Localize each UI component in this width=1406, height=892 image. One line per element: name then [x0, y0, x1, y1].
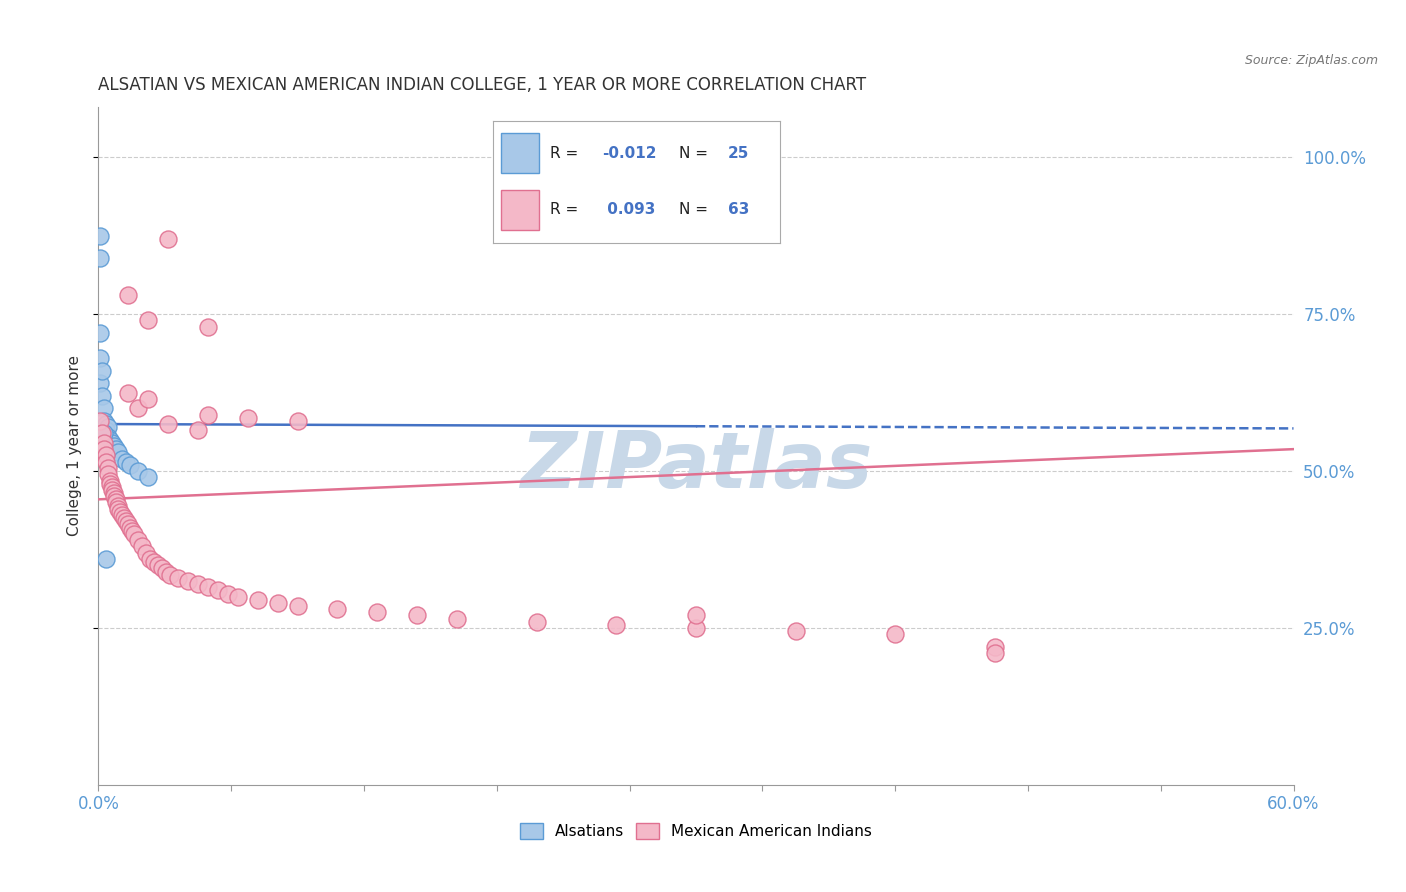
Point: [93, 414, 115, 428]
Point: [89, 376, 111, 391]
Legend: Alsatians, Mexican American Indians: Alsatians, Mexican American Indians: [513, 817, 879, 845]
Point: [287, 414, 309, 428]
Point: [103, 439, 125, 453]
Point: [197, 408, 219, 422]
Point: [267, 596, 290, 610]
Point: [226, 590, 249, 604]
Text: Source: ZipAtlas.com: Source: ZipAtlas.com: [1244, 54, 1378, 67]
Text: ALSATIAN VS MEXICAN AMERICAN INDIAN COLLEGE, 1 YEAR OR MORE CORRELATION CHART: ALSATIAN VS MEXICAN AMERICAN INDIAN COLL…: [98, 77, 866, 95]
Point: [157, 232, 180, 246]
Point: [96, 449, 118, 463]
Point: [685, 608, 707, 623]
Point: [155, 565, 177, 579]
Point: [287, 599, 309, 613]
Point: [103, 489, 125, 503]
Point: [89, 351, 111, 365]
Text: ZIPatlas: ZIPatlas: [520, 428, 872, 504]
Point: [91, 364, 114, 378]
Point: [111, 451, 134, 466]
Point: [136, 470, 159, 484]
Point: [150, 561, 173, 575]
Point: [366, 605, 388, 619]
Point: [139, 552, 162, 566]
Point: [120, 458, 142, 472]
Point: [96, 455, 118, 469]
Point: [526, 615, 548, 629]
Point: [97, 420, 120, 434]
Point: [89, 414, 111, 428]
Point: [107, 499, 129, 513]
Point: [97, 467, 120, 482]
Point: [446, 612, 468, 626]
Point: [98, 474, 122, 488]
Point: [159, 567, 181, 582]
Point: [110, 505, 132, 519]
Point: [98, 433, 122, 447]
Point: [91, 389, 114, 403]
Point: [89, 228, 111, 243]
Point: [197, 319, 219, 334]
Point: [984, 646, 1007, 660]
Point: [115, 514, 138, 528]
Point: [984, 640, 1007, 654]
Point: [117, 385, 139, 400]
Point: [127, 401, 149, 416]
Point: [187, 423, 209, 437]
Point: [685, 621, 707, 635]
Point: [96, 417, 118, 431]
Point: [124, 527, 146, 541]
Point: [177, 574, 200, 588]
Point: [136, 313, 159, 327]
Point: [207, 583, 229, 598]
Point: [107, 445, 129, 459]
Point: [117, 517, 139, 532]
Point: [115, 455, 138, 469]
Point: [148, 558, 170, 573]
Point: [93, 442, 115, 457]
Point: [167, 571, 190, 585]
Point: [101, 435, 124, 450]
Point: [157, 417, 180, 431]
Point: [187, 577, 209, 591]
Point: [121, 524, 143, 538]
Point: [112, 511, 135, 525]
Point: [103, 486, 125, 500]
Point: [101, 480, 124, 494]
Y-axis label: College, 1 year or more: College, 1 year or more: [67, 356, 83, 536]
Point: [107, 501, 129, 516]
Point: [105, 495, 128, 509]
Point: [93, 426, 115, 441]
Point: [135, 546, 157, 560]
Point: [143, 555, 166, 569]
Point: [127, 533, 149, 548]
Point: [605, 618, 627, 632]
Point: [93, 401, 115, 416]
Point: [93, 435, 115, 450]
Point: [97, 429, 120, 443]
Point: [105, 492, 128, 507]
Point: [117, 288, 139, 302]
Point: [120, 520, 142, 534]
Point: [884, 627, 907, 641]
Point: [89, 326, 111, 340]
Point: [246, 592, 269, 607]
Point: [217, 586, 239, 600]
Point: [97, 461, 120, 475]
Point: [98, 476, 122, 491]
Point: [785, 624, 807, 639]
Point: [101, 483, 124, 497]
Point: [111, 508, 134, 522]
Point: [326, 602, 349, 616]
Point: [89, 251, 111, 265]
Point: [236, 410, 259, 425]
Point: [105, 442, 128, 457]
Point: [197, 580, 219, 594]
Point: [96, 423, 118, 437]
Point: [406, 608, 429, 623]
Point: [91, 426, 114, 441]
Point: [96, 552, 118, 566]
Point: [136, 392, 159, 406]
Point: [127, 464, 149, 478]
Point: [131, 540, 153, 554]
